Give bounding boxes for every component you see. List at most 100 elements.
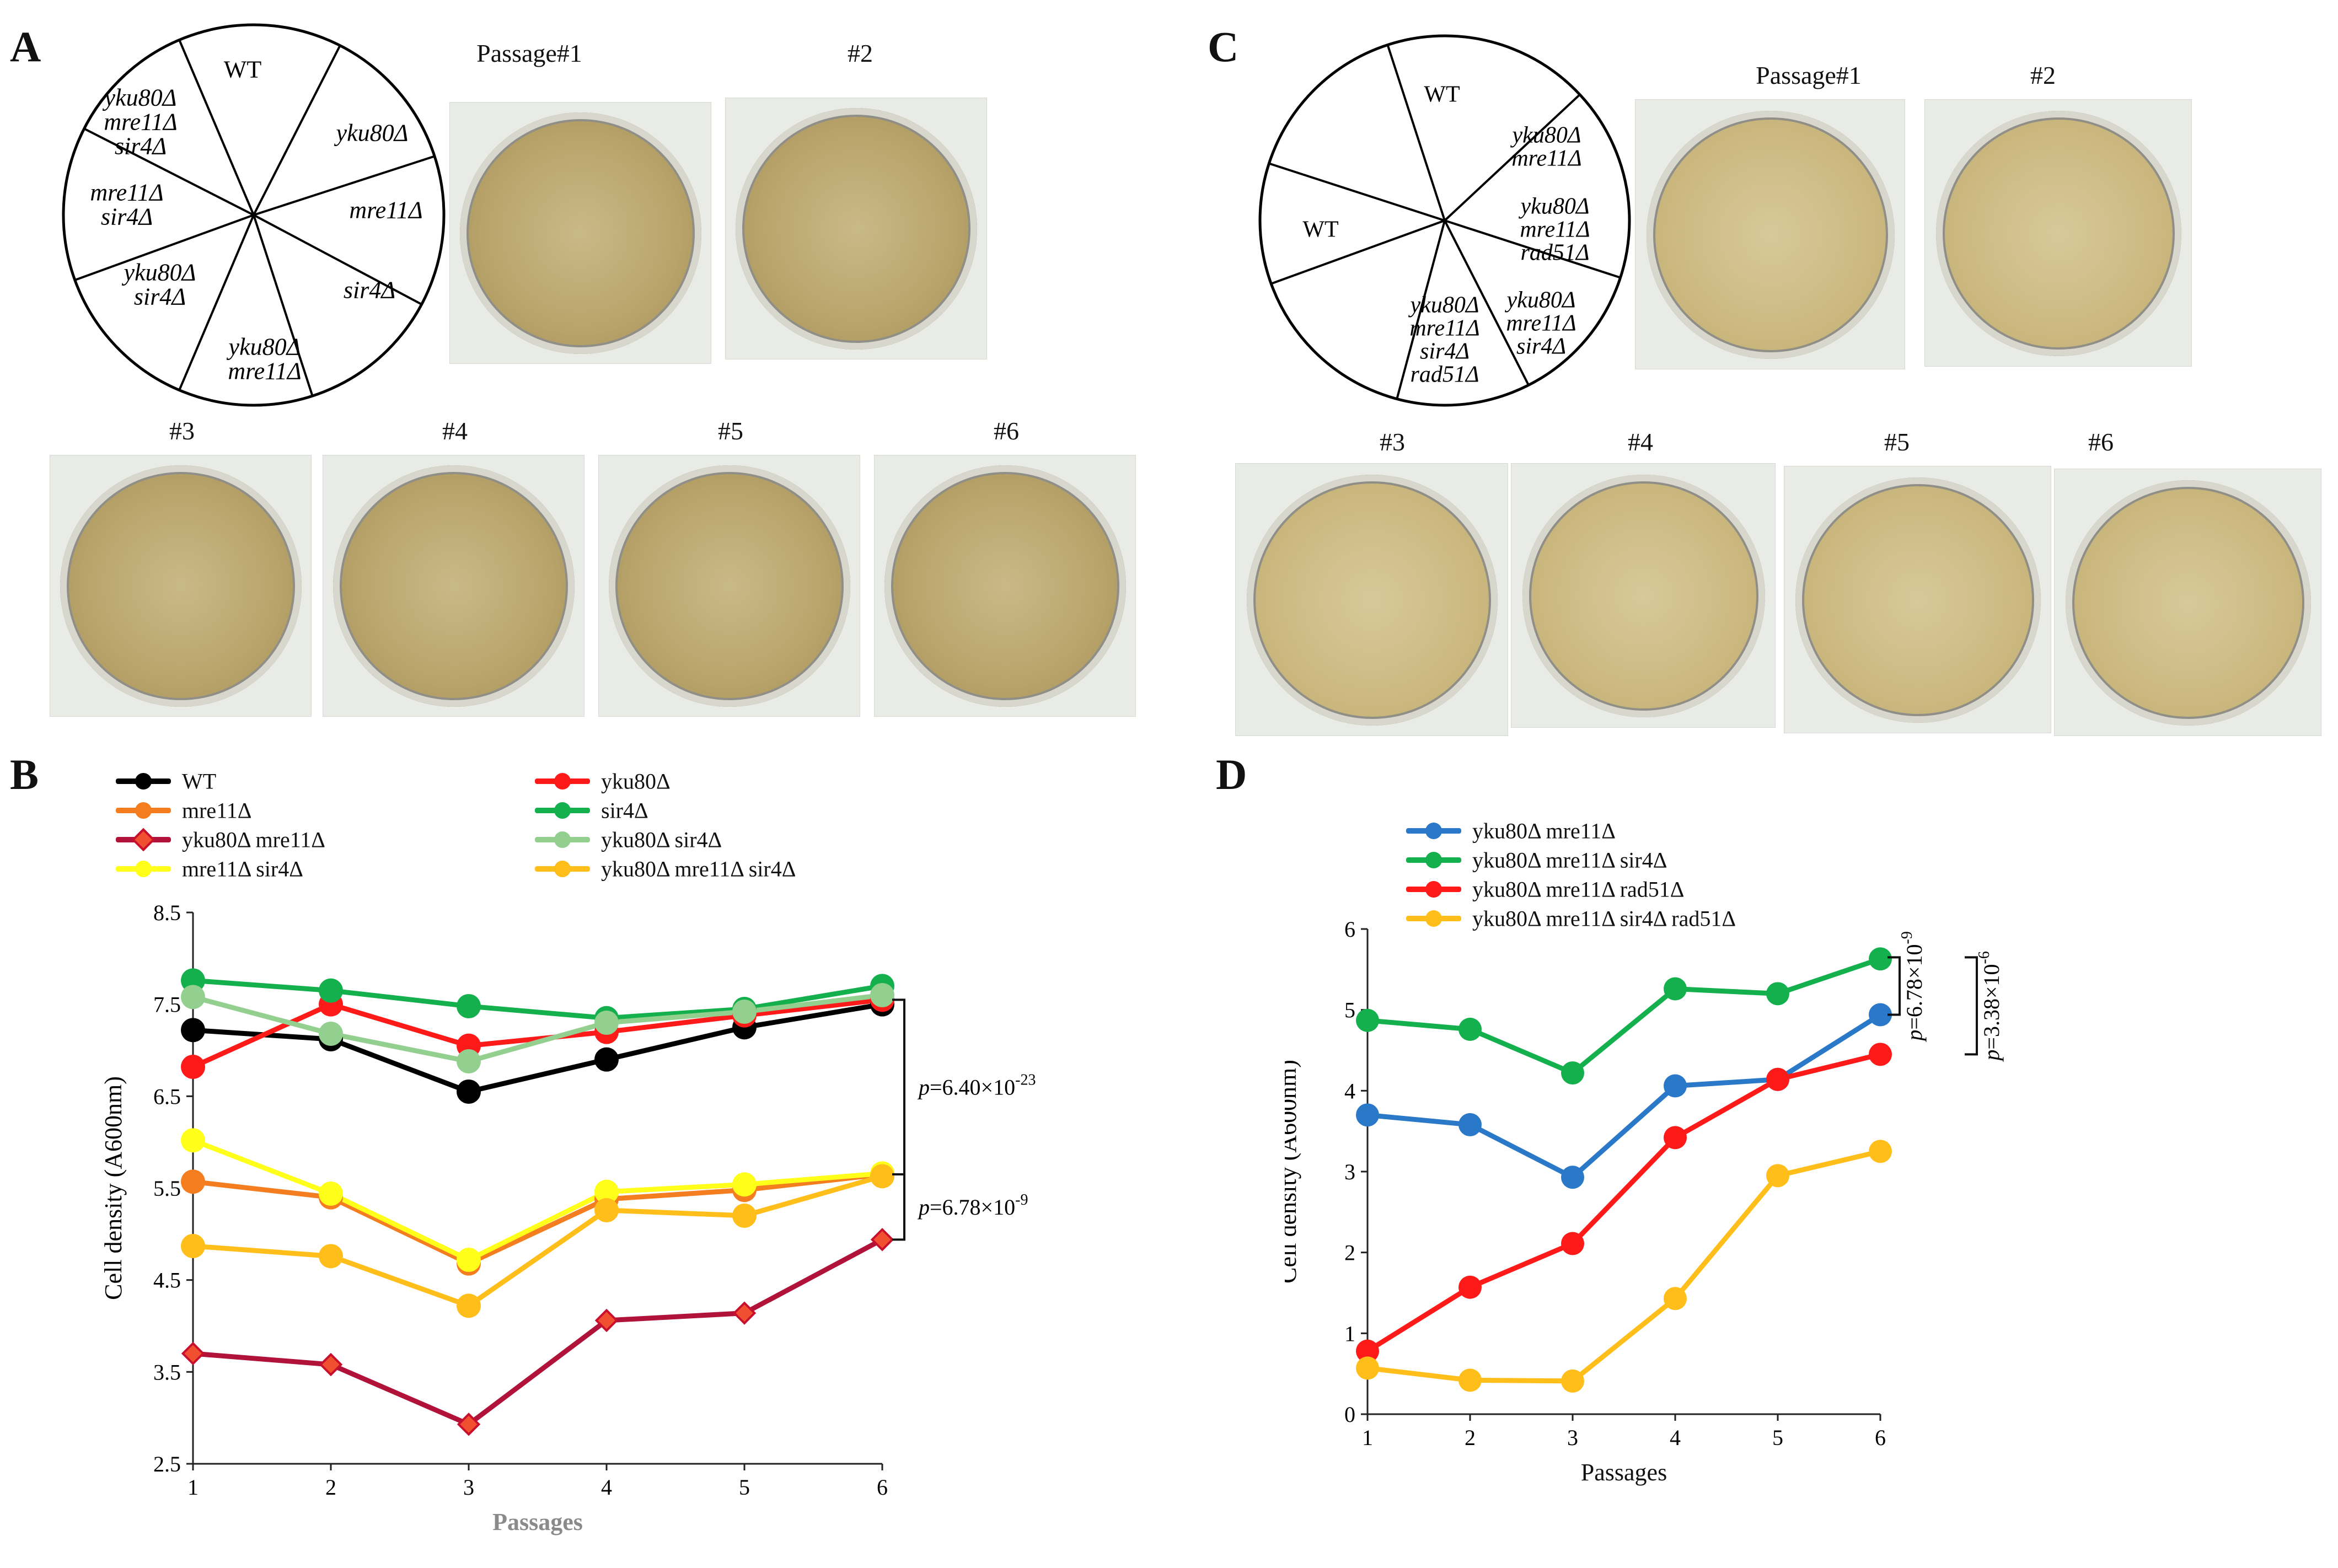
wheel-c-label: yku80Δ mre11Δ sir4Δ rad51Δ [1408,293,1480,388]
legend-marker [131,828,155,851]
data-point [1561,1061,1584,1085]
plate-a5-photo [598,455,860,717]
legend-marker [1425,880,1442,898]
y-tick-label: 3.5 [153,1360,181,1384]
p-value-annotation: p=6.40×10-23 [917,1072,1036,1100]
legend-label: WT [182,769,217,793]
plate-a5-label: #5 [718,417,743,445]
wheel-c-label: yku80Δ mre11Δ [1510,123,1582,171]
plate-c2-label: #2 [2030,61,2056,89]
wheel-divider [253,214,314,396]
data-point [1664,977,1687,1001]
x-tick-label: 2 [1465,1425,1476,1450]
data-point [1356,1008,1379,1032]
data-point [319,1244,343,1269]
legend-marker [135,802,152,819]
wheel-c-label: yku80Δ mre11Δ sir4Δ [1505,288,1576,359]
y-tick-label: 6 [1344,917,1355,942]
wheel-divider [1444,94,1581,222]
legend-item: yku80Δ mre11Δ [1406,816,1958,845]
wheel-divider [74,214,254,281]
data-point [457,1248,481,1272]
data-point [732,1204,757,1228]
legend-marker [554,831,571,848]
plate-c1-label: Passage#1 [1756,61,1862,89]
data-point [594,1179,619,1204]
y-tick-label: 8.5 [153,900,181,925]
legend-label: yku80Δ mre11Δ sir4Δ [601,856,796,881]
legend-label: yku80Δ mre11Δ sir4Δ [1472,847,1667,872]
data-point [181,1018,205,1043]
legend-item: mre11Δ [116,796,535,825]
petri-dish [460,112,701,354]
legend-label: yku80Δ [601,769,671,793]
data-point [181,1234,205,1258]
data-point [319,1182,343,1206]
y-tick-label: 7.5 [153,992,181,1017]
series-line [192,978,883,1021]
series-line [1366,1051,1881,1354]
legend-item: yku80Δ sir4Δ [535,825,954,854]
petri-dish [1647,111,1895,359]
legend-item: sir4Δ [535,796,954,825]
data-point [1356,1356,1379,1380]
legend-label: mre11Δ sir4Δ [182,856,303,881]
data-point [1664,1287,1687,1311]
significance-bracket [892,998,905,1175]
wheel-divider [1386,44,1446,221]
plate-a3-label: #3 [169,417,195,445]
legend-item: yku80Δ mre11Δ rad51Δ [1406,874,1958,904]
legend-b: WT yku80Δ mre11Δ sir4Δ yku80Δ mre11Δ yku80Δ s… [116,766,943,893]
panel-label-b: B [10,750,39,798]
petri-dish [1247,475,1498,726]
x-tick-label: 3 [463,1475,474,1500]
petri-dish [1522,475,1765,717]
wheel-divider [1444,220,1530,386]
legend-label: yku80Δ mre11Δ [182,827,325,852]
data-point [1356,1339,1379,1363]
plate-c6-label: #6 [2088,428,2114,456]
data-point [594,1198,619,1222]
data-point [1561,1166,1584,1189]
y-axis-label: Cell density (A600nm) [100,1076,127,1300]
legend-item: yku80Δ mre11Δ sir4Δ [535,854,954,883]
data-point [1869,1140,1892,1163]
data-point [1869,1043,1892,1066]
wheel-divider [1396,220,1446,400]
legend-item: yku80Δ mre11Δ [116,825,535,854]
legend-marker [1425,910,1442,927]
wheel-a-label: mre11Δ sir4Δ [90,179,163,230]
legend-item: mre11Δ sir4Δ [116,854,535,883]
legend-marker [135,860,152,877]
data-point [732,1172,757,1197]
legend-label: yku80Δ mre11Δ rad51Δ [1472,877,1685,901]
data-point [457,994,481,1018]
x-tick-label: 4 [601,1475,612,1500]
wheel-a-label: yku80Δ sir4Δ [122,259,196,310]
petri-dish [884,465,1126,707]
data-point [319,1352,343,1377]
wheel-divider [253,45,341,216]
plate-c4-label: #4 [1628,428,1653,456]
y-tick-label: 3 [1344,1159,1355,1184]
data-point [181,1055,205,1079]
wheel-divider [1270,219,1445,285]
petri-dish [609,465,850,707]
data-point [594,1011,619,1035]
x-tick-label: 1 [1362,1425,1373,1450]
x-tick-label: 1 [187,1475,199,1500]
legend-label: sir4Δ [601,798,648,823]
x-tick-label: 6 [877,1475,888,1500]
data-point [870,1164,894,1189]
data-point [1766,1164,1789,1188]
plate-a6-label: #6 [994,417,1019,445]
petri-dish [2066,480,2311,726]
legend-marker [1425,822,1442,839]
x-tick-label: 5 [1772,1425,1783,1450]
data-point [594,1047,619,1072]
x-tick-label: 2 [325,1475,336,1500]
series-line [192,1002,883,1094]
petri-dish [1936,111,2181,356]
significance-bracket [892,1173,905,1241]
